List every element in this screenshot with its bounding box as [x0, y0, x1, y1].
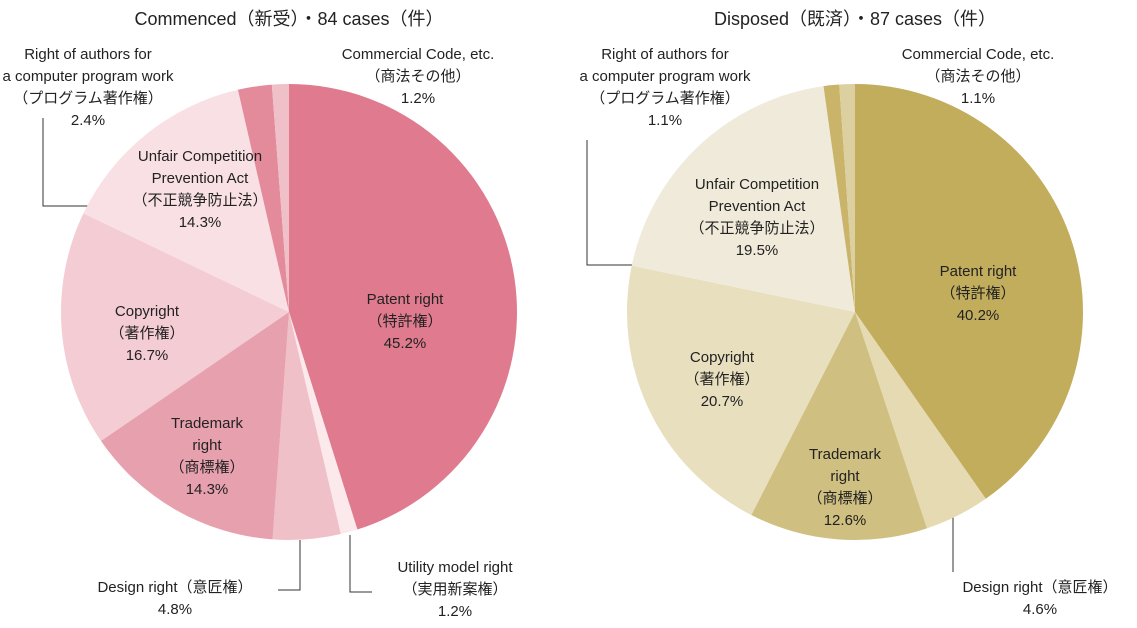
slice-label: Design right（意匠権）	[97, 578, 252, 596]
pie-slice	[289, 83, 518, 530]
leader-line	[349, 535, 372, 593]
slice-label: （特許権）	[940, 285, 1015, 302]
pie-slice	[823, 84, 855, 312]
slice-label: （商標権）	[807, 490, 882, 507]
value-label: 1.2%	[438, 603, 472, 620]
slice-label: Patent right	[367, 291, 445, 308]
slice-label: Utility model right	[397, 559, 513, 576]
slice-label: right	[830, 468, 860, 485]
pie-slice	[60, 213, 289, 441]
slice-label: Copyright	[690, 349, 755, 366]
value-label: 1.2%	[401, 90, 435, 107]
value-label: 16.7%	[126, 347, 169, 364]
value-label: 1.1%	[648, 112, 682, 129]
slice-label: Trademark	[809, 446, 881, 463]
pie-slice	[855, 84, 1083, 499]
chart-title: Disposed（既済）・87 cases（件）	[714, 9, 996, 29]
value-label: 2.4%	[71, 112, 105, 129]
slice-label: （不正競争防止法）	[689, 219, 824, 237]
value-label: 19.5%	[736, 242, 779, 259]
value-label: 14.3%	[179, 214, 222, 231]
pie-slice	[289, 312, 358, 535]
slice-label: （著作権）	[684, 371, 759, 388]
slice-label: Copyright	[115, 303, 180, 320]
slice-label: Design right（意匠権）	[962, 578, 1117, 596]
slice-label: Prevention Act	[709, 198, 807, 215]
value-label: 40.2%	[957, 307, 1000, 324]
pie-slice	[83, 89, 289, 312]
value-label: 4.8%	[158, 601, 192, 618]
slice-label: （著作権）	[109, 325, 184, 342]
value-label: 20.7%	[701, 393, 744, 410]
slice-label: （実用新案権）	[402, 580, 507, 598]
slice-label: （特許権）	[367, 313, 442, 330]
slice-label: （商法その他）	[925, 68, 1030, 85]
slice-label: Commercial Code, etc.	[342, 46, 495, 63]
slice-label: Right of authors for	[24, 46, 152, 63]
pie-slice	[855, 312, 986, 529]
slice-label: （商標権）	[169, 459, 244, 476]
pie-slice	[627, 265, 855, 516]
pie-slice	[100, 312, 289, 540]
slice-label: Prevention Act	[152, 170, 250, 187]
pie-slice	[237, 84, 289, 312]
slice-label: Unfair Competition	[138, 148, 262, 165]
slice-label: （不正競争防止法）	[132, 191, 267, 209]
slice-label: a computer program work	[3, 68, 174, 85]
slice-label: Unfair Competition	[695, 176, 819, 193]
pie-slice	[271, 84, 289, 312]
slice-label: right	[192, 437, 222, 454]
chart-title: Commenced（新受）・84 cases（件）	[134, 9, 443, 29]
slice-label: （プログラム著作権）	[13, 90, 163, 107]
slice-label: （商法その他）	[365, 68, 470, 85]
pie-slice	[751, 312, 927, 540]
leader-line	[278, 540, 301, 591]
pie-slice	[839, 84, 855, 312]
slice-label: Patent right	[940, 263, 1018, 280]
slice-label: a computer program work	[580, 68, 751, 85]
slice-label: Commercial Code, etc.	[902, 46, 1055, 63]
value-label: 12.6%	[824, 512, 867, 529]
slice-label: Trademark	[171, 415, 243, 432]
pie-slice	[272, 312, 341, 540]
slice-label: Right of authors for	[601, 46, 729, 63]
leader-line	[586, 140, 640, 266]
value-label: 4.6%	[1023, 601, 1057, 618]
value-label: 1.1%	[961, 90, 995, 107]
value-label: 14.3%	[186, 481, 229, 498]
value-label: 45.2%	[384, 335, 427, 352]
slice-label: （プログラム著作権）	[590, 90, 740, 107]
leader-line	[42, 118, 96, 207]
pie-slice	[631, 86, 855, 313]
